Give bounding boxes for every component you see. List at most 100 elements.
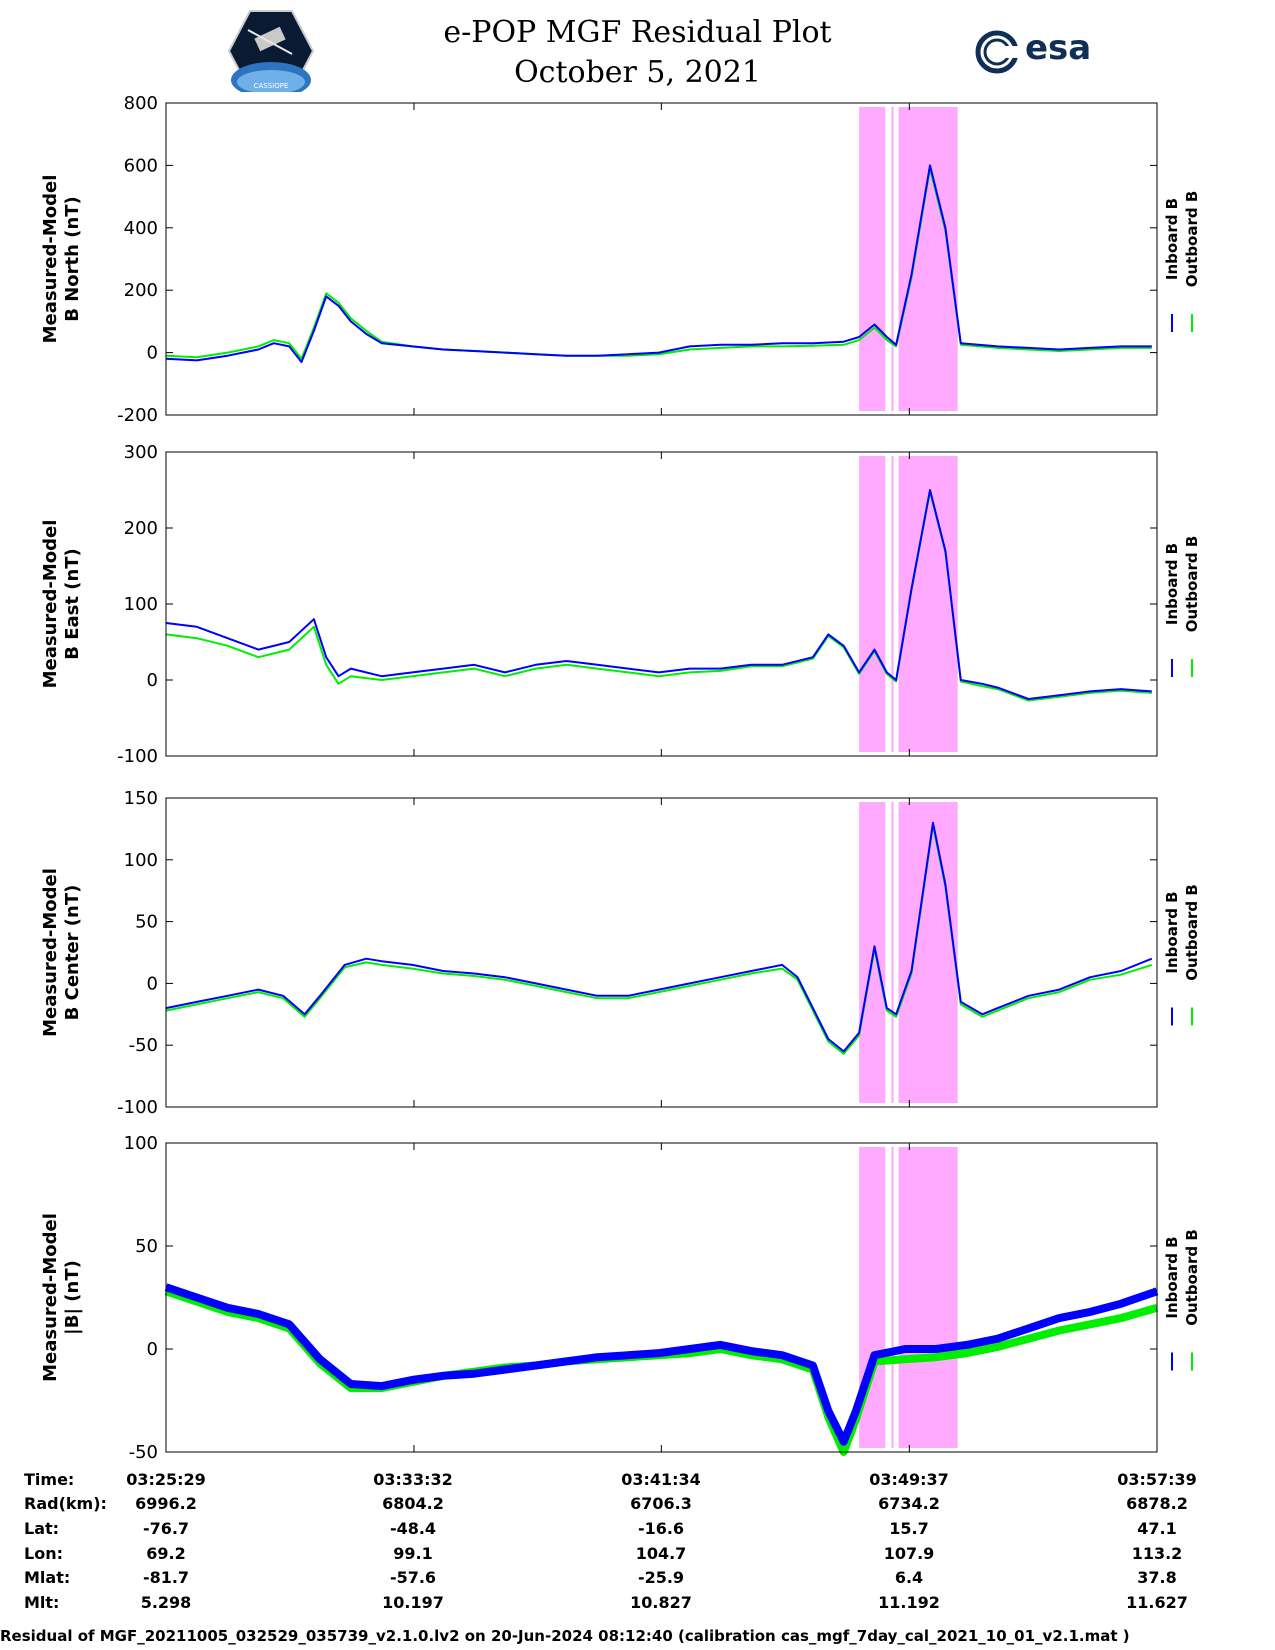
y-axis-label: B East (nT) <box>62 548 83 660</box>
ephemeris-row-label: Lon: <box>24 1544 63 1563</box>
legend-outboard-label: Outboard B <box>1183 536 1201 633</box>
legend-inboard-label: Inboard B <box>1163 1236 1181 1318</box>
ephemeris-value: 99.1 <box>393 1544 433 1563</box>
highlight-band <box>891 456 894 752</box>
legend-outboard-label: Outboard B <box>1183 884 1201 981</box>
y-tick-label: 100 <box>124 1133 158 1154</box>
y-axis-label: Measured-Model <box>40 175 61 344</box>
ephemeris-value: -16.6 <box>637 1519 685 1538</box>
y-axis-label: B North (nT) <box>62 196 83 322</box>
ephemeris-value: 15.7 <box>889 1519 929 1538</box>
ephemeris-value: 6878.2 <box>1126 1494 1188 1513</box>
ephemeris-value: 10.197 <box>382 1593 444 1612</box>
legend-outboard-label: Outboard B <box>1183 1229 1201 1326</box>
highlight-band <box>898 107 958 411</box>
highlight-band <box>891 1147 894 1448</box>
y-tick-label: 400 <box>124 218 158 239</box>
y-tick-label: -50 <box>129 1035 158 1056</box>
y-axis-label: Measured-Model <box>40 1213 61 1382</box>
ephemeris-value: 107.9 <box>883 1544 935 1563</box>
plot-frame <box>165 102 1158 416</box>
ephemeris-value: 11.627 <box>1126 1593 1188 1612</box>
highlight-band <box>898 802 958 1103</box>
ephemeris-value: 69.2 <box>146 1544 186 1563</box>
footer-caption: Residual of MGF_20211005_032529_035739_v… <box>0 1627 1130 1645</box>
plot-frame <box>165 451 1158 757</box>
legend-inboard-label: Inboard B <box>1163 198 1181 280</box>
cassiope-logo-text: CASSIOPE <box>254 82 289 90</box>
ephemeris-row-label: Time: <box>24 1470 75 1489</box>
panel-1: -200 0 200 400 600 800 Measured-Model B North (… <box>40 93 1201 426</box>
highlight-band <box>891 802 894 1103</box>
highlight-band <box>859 107 886 411</box>
panel-3: -100 -50 0 50 100 150 Measured-Model B Center (… <box>40 788 1201 1118</box>
legend-inboard-label: Inboard B <box>1163 543 1181 625</box>
ephemeris-value: 6734.2 <box>878 1494 940 1513</box>
ephemeris-value: 104.7 <box>635 1544 687 1563</box>
cassiope-logo: CASSIOPE <box>228 10 314 92</box>
plot-title: e-POP MGF Residual Plot <box>443 15 832 50</box>
ephemeris-value: -48.4 <box>389 1519 437 1538</box>
y-tick-label: 0 <box>147 973 158 994</box>
ephemeris-value: 6996.2 <box>135 1494 197 1513</box>
ephemeris-value: 03:33:32 <box>373 1470 453 1489</box>
y-tick-label: -50 <box>129 1442 158 1460</box>
esa-logo-text: esa <box>1025 28 1092 68</box>
y-tick-label: 300 <box>124 442 158 463</box>
series-line-outboard <box>165 824 1153 1055</box>
y-tick-label: 0 <box>147 1339 158 1360</box>
series-line-inboard <box>165 821 1153 1053</box>
ephemeris-value: -76.7 <box>142 1519 190 1538</box>
ephemeris-value: 10.827 <box>630 1593 692 1612</box>
highlight-band <box>859 456 886 752</box>
highlight-band <box>891 107 894 411</box>
ephemeris-value: 6804.2 <box>382 1494 444 1513</box>
ephemeris-value: 03:49:37 <box>869 1470 949 1489</box>
ephemeris-value: -57.6 <box>389 1568 437 1587</box>
series-line-outboard <box>165 490 1152 702</box>
plot-date: October 5, 2021 <box>514 55 761 90</box>
y-tick-label: 100 <box>124 850 158 871</box>
y-tick-label: -100 <box>117 1097 158 1118</box>
ephemeris-value: 6.4 <box>894 1568 924 1587</box>
ephemeris-value: 6706.3 <box>630 1494 692 1513</box>
ephemeris-value: 5.298 <box>140 1593 192 1612</box>
ephemeris-value: -25.9 <box>637 1568 685 1587</box>
series-line-inboard <box>165 164 1152 363</box>
y-tick-label: 0 <box>147 343 158 364</box>
y-tick-label: 150 <box>124 788 158 809</box>
y-tick-label: -100 <box>117 746 158 767</box>
y-axis-label: B Center (nT) <box>62 885 83 1021</box>
y-tick-label: 100 <box>124 594 158 615</box>
series-line-outboard <box>164 1287 1159 1456</box>
ephemeris-value: 37.8 <box>1137 1568 1177 1587</box>
ephemeris-row-label: Lat: <box>24 1519 60 1538</box>
plot-frame <box>165 1142 1158 1453</box>
ephemeris-value: 11.192 <box>878 1593 940 1612</box>
y-tick-label: 50 <box>135 1236 158 1257</box>
esa-logo-mark <box>975 30 1023 74</box>
y-tick-label: 600 <box>124 155 158 176</box>
y-tick-label: 50 <box>135 912 158 933</box>
ephemeris-value: 47.1 <box>1137 1519 1177 1538</box>
y-axis-label: Measured-Model <box>40 520 61 689</box>
y-tick-label: 200 <box>124 518 158 539</box>
y-axis-label: Measured-Model <box>40 868 61 1037</box>
y-tick-label: 0 <box>147 670 158 691</box>
y-axis-label: |B| (nT) <box>62 1260 83 1335</box>
series-line-inboard <box>165 489 1152 700</box>
highlight-band <box>898 1147 958 1448</box>
y-tick-label: -200 <box>117 405 158 426</box>
y-tick-label: 800 <box>124 93 158 114</box>
ephemeris-value: 03:57:39 <box>1117 1470 1197 1489</box>
ephemeris-value: -81.7 <box>142 1568 190 1587</box>
y-tick-label: 200 <box>124 280 158 301</box>
ephemeris-value: 03:41:34 <box>621 1470 701 1489</box>
ephemeris-value: 03:25:29 <box>126 1470 206 1489</box>
ephemeris-value: 113.2 <box>1131 1544 1183 1563</box>
panel-2: -100 0 100 200 300 Measured-Model B East (nT) I… <box>40 442 1201 767</box>
highlight-band <box>859 802 886 1103</box>
plot-frame <box>165 797 1158 1108</box>
legend-outboard-label: Outboard B <box>1183 191 1201 288</box>
ephemeris-row-label: Rad(km): <box>24 1494 107 1513</box>
